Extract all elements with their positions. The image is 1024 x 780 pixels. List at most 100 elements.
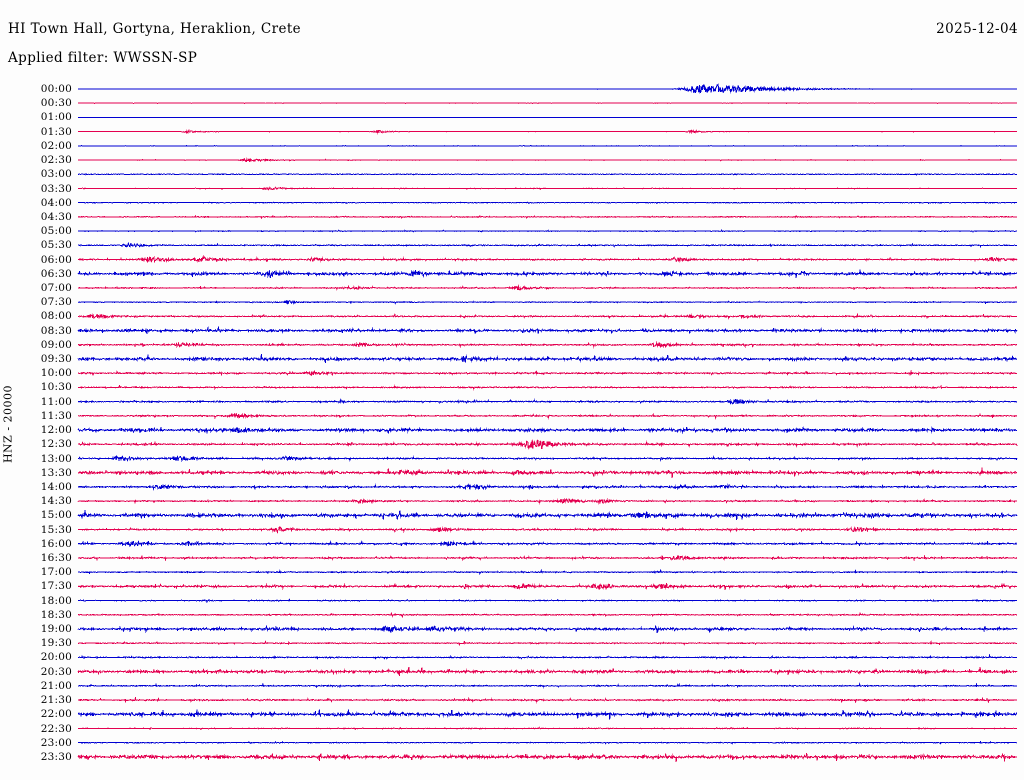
seismic-trace: [77, 172, 1018, 177]
seismic-trace: [77, 229, 1018, 233]
y-tick-label: 09:00: [40, 338, 72, 351]
seismic-trace: [77, 682, 1018, 689]
y-tick-label: 20:00: [40, 651, 72, 664]
y-tick-label: 13:00: [40, 452, 72, 465]
y-tick-label: 02:00: [40, 139, 72, 152]
y-tick-label: 10:00: [40, 367, 72, 380]
seismic-trace: [77, 425, 1018, 434]
seismic-trace: [77, 526, 1018, 535]
seismic-trace: [77, 412, 1018, 420]
seismic-trace: [77, 128, 1018, 135]
y-tick-label: 21:00: [40, 679, 72, 692]
seismic-trace: [77, 144, 1017, 147]
y-tick-label: 21:30: [40, 694, 72, 706]
y-tick-label: 06:00: [40, 253, 72, 266]
seismic-trace: [77, 326, 1018, 334]
y-tick-label: 09:30: [40, 353, 72, 365]
y-tick-label: 14:30: [40, 495, 72, 508]
seismic-trace: [77, 438, 1018, 450]
record-date: 2025-12-04: [936, 21, 1018, 37]
seismic-trace: [77, 483, 1018, 491]
seismic-trace: [77, 369, 1018, 377]
seismic-trace: [77, 157, 1018, 163]
y-tick-label: 18:00: [40, 594, 72, 607]
seismic-trace: [77, 554, 1018, 562]
seismic-trace: [78, 186, 1018, 191]
seismic-trace: [77, 241, 1018, 249]
seismic-trace: [77, 696, 1017, 704]
seismic-trace: [77, 752, 1018, 762]
y-tick-label: 00:00: [40, 83, 72, 95]
seismic-trace: [77, 467, 1018, 478]
y-tick-label: 04:30: [40, 210, 72, 223]
seismic-trace: [77, 340, 1018, 349]
y-tick-label: 18:30: [40, 608, 72, 621]
y-tick-label: 19:30: [40, 637, 72, 650]
seismic-trace: [77, 740, 1018, 745]
seismic-trace: [77, 709, 1018, 720]
y-tick-label: 23:30: [40, 750, 72, 763]
seismic-trace: [77, 455, 1018, 463]
seismic-trace: [77, 639, 1018, 647]
y-tick-label: 22:30: [40, 722, 72, 735]
trace-group: [77, 83, 1018, 762]
seismic-trace: [78, 539, 1018, 548]
y-tick-label: 05:00: [40, 225, 72, 238]
y-tick-label: 15:00: [40, 509, 72, 522]
y-tick-label: 13:30: [40, 466, 72, 479]
y-tick-label: 00:30: [40, 97, 72, 110]
seismic-trace: [77, 582, 1018, 591]
seismic-trace: [77, 384, 1018, 391]
applied-filter-label: Applied filter: WWSSN-SP: [8, 50, 198, 66]
seismic-trace: [77, 568, 1018, 576]
seismic-trace: [77, 299, 1018, 306]
seismic-trace: [77, 255, 1018, 264]
y-tick-label: 01:00: [40, 111, 72, 124]
seismic-trace: [77, 726, 1018, 731]
y-tick-label: 07:30: [40, 296, 72, 309]
y-tick-label: 03:00: [40, 168, 72, 181]
y-tick-label: 15:30: [40, 523, 72, 536]
y-tick-label: 04:00: [40, 196, 72, 209]
y-tick-label: 22:00: [40, 708, 72, 721]
page-title: HI Town Hall, Gortyna, Heraklion, Crete: [8, 21, 302, 37]
y-tick-label: 11:00: [40, 395, 72, 408]
y-tick-label: 16:30: [40, 551, 72, 564]
y-tick-label: 20:30: [40, 665, 72, 678]
y-tick-label: 17:00: [40, 566, 72, 579]
seismic-trace: [77, 611, 1018, 619]
y-tick-label: 08:00: [40, 310, 72, 323]
y-tick-label: 07:00: [40, 281, 72, 294]
seismic-trace: [77, 269, 1018, 279]
seismic-trace: [77, 201, 1018, 205]
y-tick-label: 14:00: [40, 480, 72, 493]
seismic-trace: [77, 83, 1018, 94]
y-tick-label: 19:00: [40, 623, 72, 635]
seismic-trace: [77, 597, 1018, 604]
y-tick-label: 02:30: [40, 154, 72, 167]
y-tick-label: 06:30: [40, 267, 72, 280]
y-tick-label: 08:30: [40, 324, 72, 337]
seismic-trace: [77, 624, 1018, 634]
y-tick-label: 12:00: [40, 424, 72, 436]
y-tick-label: 01:30: [40, 125, 72, 138]
seismic-trace: [77, 312, 1018, 321]
y-tick-label: 05:30: [40, 239, 72, 252]
y-tick-label: 16:00: [40, 537, 72, 550]
y-tick-label: 23:00: [40, 736, 72, 749]
seismic-trace: [77, 214, 1018, 220]
y-tick-label: 17:30: [40, 580, 72, 593]
seismic-trace: [77, 398, 1018, 406]
y-tick-label: 03:30: [40, 182, 72, 195]
seismic-trace: [77, 354, 1018, 363]
seismic-trace: [77, 497, 1018, 505]
y-tick-label: 12:30: [40, 438, 72, 451]
y-tick-label: 11:30: [40, 409, 72, 422]
y-tick-label: 10:30: [40, 381, 72, 394]
seismic-trace: [77, 283, 1018, 291]
seismic-trace: [77, 509, 1018, 521]
seismic-trace: [77, 653, 1018, 661]
seismic-trace: [77, 666, 1018, 676]
